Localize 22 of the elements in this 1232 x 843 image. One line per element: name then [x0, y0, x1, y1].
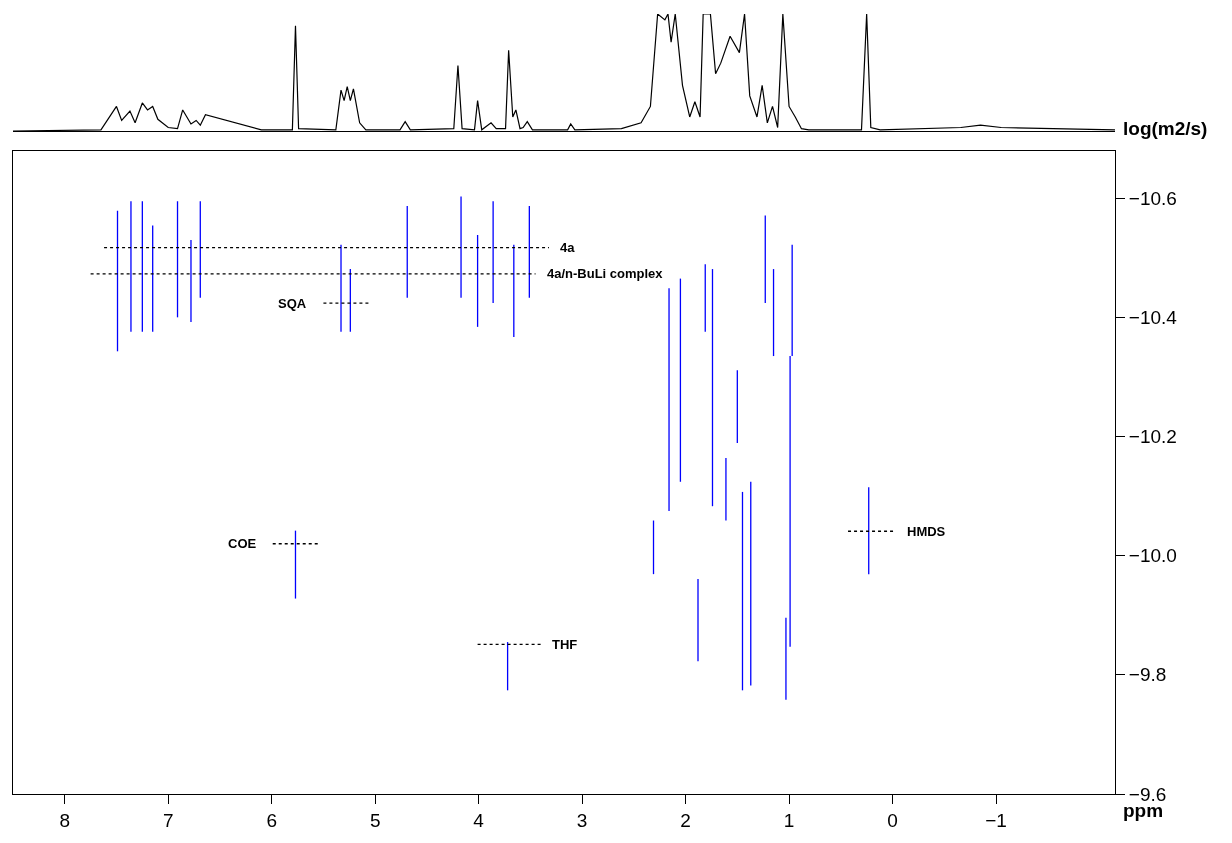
y-tick-label: −10.4: [1128, 306, 1178, 328]
annotation: 4a: [560, 240, 576, 255]
x-tick-label: 0: [887, 809, 898, 831]
x-tick-label: 2: [680, 809, 691, 831]
x-tick-label: 4: [473, 809, 485, 831]
annotation: 4a/n-BuLi complex: [547, 266, 664, 281]
annotation: HMDS: [907, 524, 946, 539]
x-tick-label: 1: [783, 809, 795, 831]
annotation: COE: [228, 536, 257, 551]
annotation: SQA: [278, 296, 307, 311]
y-tick-label: −10.6: [1128, 187, 1177, 209]
x-tick-label: 6: [266, 809, 277, 831]
x-tick-label: 5: [369, 809, 381, 831]
x-tick-label: 7: [162, 809, 174, 831]
y-tick-label: −10.2: [1128, 426, 1177, 448]
x-tick-label: 8: [59, 809, 71, 831]
x-tick-label: −1: [985, 809, 1007, 831]
y-tick-label: −10.0: [1128, 545, 1177, 567]
x-tick-label: 3: [576, 809, 588, 831]
y-tick-label: −9.8: [1128, 664, 1167, 686]
y-axis-title: log(m2/s): [1123, 118, 1208, 139]
annotation: THF: [552, 637, 578, 652]
